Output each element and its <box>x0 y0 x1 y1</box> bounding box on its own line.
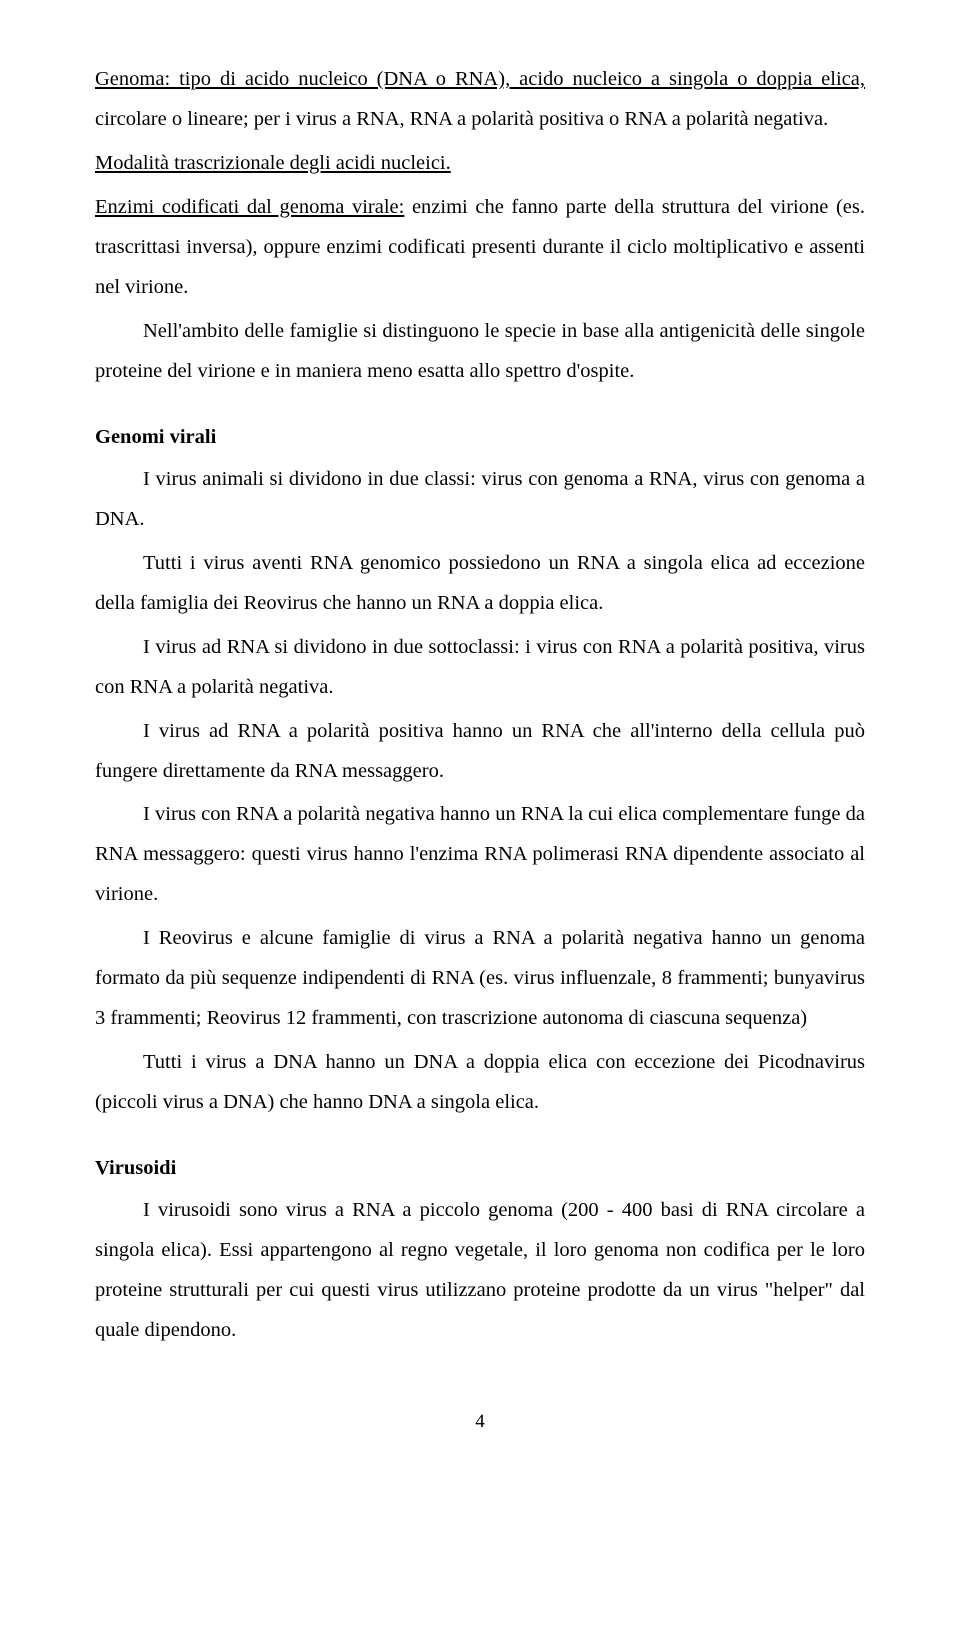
paragraph-enzimi: Enzimi codificati dal genoma virale: enz… <box>95 188 865 308</box>
heading-virusoidi: Virusoidi <box>95 1149 865 1189</box>
paragraph-sottoclassi: I virus ad RNA si dividono in due sottoc… <box>95 628 865 708</box>
text-genoma-cont: circolare o lineare; per i virus a RNA, … <box>95 108 828 130</box>
paragraph-virus-animali: I virus animali si dividono in due class… <box>95 460 865 540</box>
heading-genomi-virali: Genomi virali <box>95 418 865 458</box>
term-enzimi: Enzimi codificati dal genoma virale: <box>95 196 404 218</box>
paragraph-polarita-positiva: I virus ad RNA a polarità positiva hanno… <box>95 712 865 792</box>
page-number: 4 <box>95 1403 865 1440</box>
paragraph-genoma: Genoma: tipo di acido nucleico (DNA o RN… <box>95 60 865 140</box>
paragraph-rna-genomico: Tutti i virus aventi RNA genomico possie… <box>95 544 865 624</box>
term-genoma: Genoma: tipo di acido nucleico (DNA o RN… <box>95 68 865 90</box>
paragraph-virusoidi: I virusoidi sono virus a RNA a piccolo g… <box>95 1191 865 1351</box>
paragraph-famiglie: Nell'ambito delle famiglie si distinguon… <box>95 312 865 392</box>
term-modalita: Modalità trascrizionale degli acidi nucl… <box>95 152 451 174</box>
paragraph-polarita-negativa: I virus con RNA a polarità negativa hann… <box>95 795 865 915</box>
document-page: Genoma: tipo di acido nucleico (DNA o RN… <box>0 0 960 1480</box>
paragraph-dna: Tutti i virus a DNA hanno un DNA a doppi… <box>95 1043 865 1123</box>
paragraph-modalita: Modalità trascrizionale degli acidi nucl… <box>95 144 865 184</box>
paragraph-reovirus: I Reovirus e alcune famiglie di virus a … <box>95 919 865 1039</box>
